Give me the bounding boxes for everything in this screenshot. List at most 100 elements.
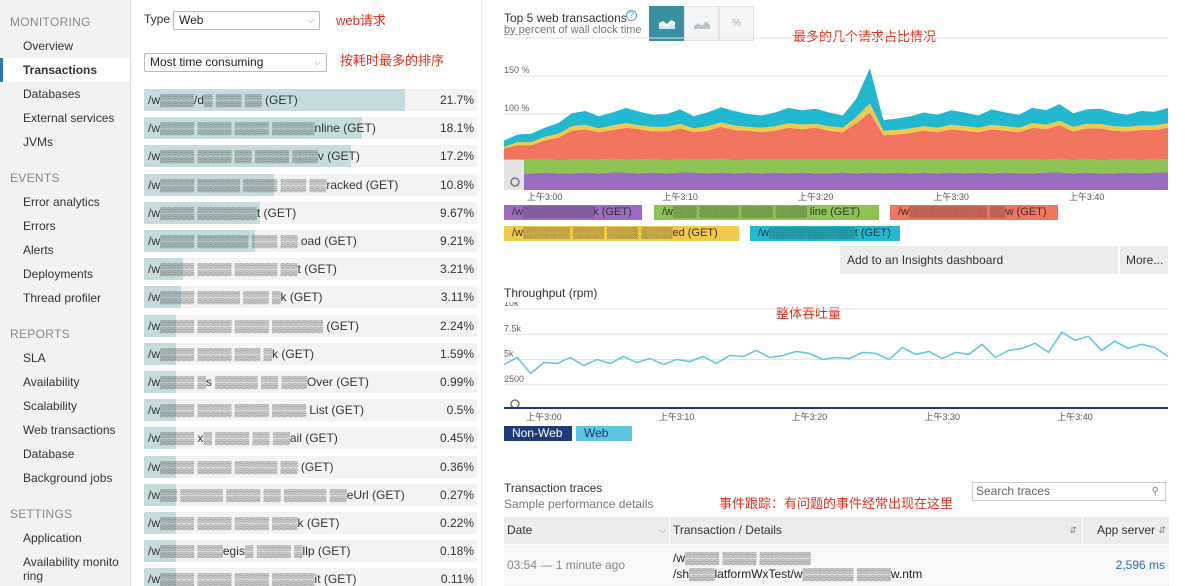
sort-icon: ⇵ [1158,525,1166,535]
transaction-row[interactable]: /w▒▒▒▒ ▒▒▒▒ ▒▒ ▒▒▒▒ ▒▒▒v (GET) 17.2% [144,145,477,168]
sidebar-item-background-jobs[interactable]: Background jobs [23,471,113,485]
legend-item-web[interactable]: Web [576,426,632,441]
sidebar-item-transactions[interactable]: Transactions [0,58,130,82]
date-header-label: Date [507,523,533,537]
more-button[interactable]: More... [1120,246,1168,274]
transaction-row[interactable]: /w▒▒▒▒ ▒▒▒▒▒▒▒t (GET) 9.67% [144,201,477,224]
transaction-name: /w▒▒▒▒ ▒▒▒▒▒▒▒t (GET) [148,205,297,220]
transaction-percent: 0.11% [440,572,474,586]
sidebar-item-databases[interactable]: Databases [23,87,81,101]
sidebar-item-alerts[interactable]: Alerts [23,243,54,257]
sidebar-item-jvms[interactable]: JVMs [23,135,53,149]
transaction-percent: 18.1% [439,121,474,136]
sidebar-section-reports: REPORTS [10,327,70,341]
line-series-web [503,331,1169,375]
throughput-chart-title: Throughput (rpm) [504,286,598,300]
chevron-down-icon: ⌵ [659,525,666,535]
transaction-name: /w▒▒▒▒ ▒▒▒▒ ▒▒▒▒ ▒▒▒▒ List (GET) [148,403,365,418]
transaction-row[interactable]: /w▒▒▒▒ x▒ ▒▒▒▒ ▒▒ ▒▒ail (GET) 0.45% [144,427,477,450]
transaction-percent: 9.21% [439,234,474,248]
legend-item[interactable]: /w▒▒▒▒▒▒▒▒▒▒▒t (GET) [750,226,900,241]
legend-item[interactable]: /w▒▒▒ ▒▒▒▒▒ ▒▒▒▒ ▒▒▒▒ line (GET) [654,205,879,220]
transaction-row[interactable]: /w▒▒▒▒ ▒▒▒▒▒▒ ▒▒▒ ▒▒ oad (GET) 9.21% [144,230,477,252]
transaction-row[interactable]: /w▒▒▒▒ ▒▒▒▒ ▒▒▒▒ ▒▒▒▒ List (GET) 0.5% [144,399,477,422]
type-select[interactable]: Web ⌵ [173,11,320,30]
legend-item[interactable]: /w▒▒▒▒▒▒▒▒▒k (GET) [504,205,642,220]
transaction-percent: 0.27% [439,487,474,502]
x-tick-label: 上午3:20 [792,411,828,422]
transaction-percent: 0.36% [439,459,474,474]
sidebar-item-web-transactions[interactable]: Web transactions [23,423,116,437]
transaction-name: /w▒▒▒▒ ▒▒▒▒ ▒▒ ▒▒▒▒ ▒▒▒v (GET) [148,149,360,164]
annotation-traces: 事件跟踪：有问题的事件经常出现在这里 [719,496,954,511]
sidebar-item-database[interactable]: Database [23,447,75,461]
sidebar-section-monitoring: MONITORING [10,15,91,29]
y-tick-label: 150 % [504,65,530,75]
transaction-row[interactable]: /w▒▒▒▒ ▒▒▒▒ ▒▒▒▒▒ ▒▒t (GET) 3.21% [144,258,477,281]
chevron-down-icon: ⌵ [307,15,314,25]
y-tick-label: 100 % [504,103,530,113]
transaction-name: /w▒▒▒▒ ▒▒▒▒ ▒▒▒▒▒ ▒▒t (GET) [148,262,337,277]
y-tick-label: 7.5k [504,323,522,333]
transaction-percent: 17.2% [439,149,474,164]
search-traces-input[interactable]: Search traces ⚲ [972,482,1166,501]
add-to-insights-button[interactable]: Add to an Insights dashboard [840,246,1118,274]
x-tick-label: 上午3:20 [798,191,834,202]
sidebar-item-thread-profiler[interactable]: Thread profiler [23,291,102,305]
x-tick-label: 上午3:10 [662,191,698,202]
sidebar-item-application[interactable]: Application [23,531,82,545]
trace-transaction-name[interactable]: /w▒▒▒▒ ▒▒▒▒ ▒▒▒▒▒▒ [673,551,811,565]
legend-item[interactable]: /w▒▒▒▒▒▒▒▒▒▒ ▒▒w (GET) [890,205,1058,220]
sidebar-item-errors[interactable]: Errors [23,219,56,233]
eye-icon[interactable] [510,177,520,187]
column-header-date[interactable]: Date ⌵ [504,517,669,544]
transaction-row[interactable]: /w▒▒ ▒▒▒▒▒ ▒▒▒▒ ▒▒ ▒▒▒▒▒ ▒▒eUrl (GET) 0.2… [144,483,477,506]
eye-icon[interactable] [510,399,520,409]
sort-select[interactable]: Most time consuming ⌵ [144,53,327,72]
transaction-row[interactable]: /w▒▒▒▒ ▒▒▒▒▒ ▒▒▒ ▒k (GET) 3.11% [144,286,477,309]
sidebar-section-settings: SETTINGS [10,507,73,521]
y-tick-label: 10k [504,302,519,308]
traces-subtitle: Sample performance details [504,497,654,511]
sidebar-item-overview[interactable]: Overview [23,39,74,53]
transaction-row[interactable]: /w▒▒▒▒ ▒▒▒▒ ▒▒▒▒ ▒▒▒▒▒it (GET) 0.11% [144,568,477,586]
sort-select-value: Most time consuming [150,55,264,69]
trace-row[interactable]: 03:54 — 1 minute ago /w▒▒▒▒ ▒▒▒▒ ▒▒▒▒▒▒ … [504,545,1169,586]
transaction-row[interactable]: /w▒▒▒▒ ▒s ▒▒▒▒▒ ▒▒ ▒▒▒Over (GET) 0.99% [144,371,477,393]
x-tick-label: 上午3:40 [1069,191,1105,202]
legend-item[interactable]: /w▒▒▒▒▒▒ ▒▒▒▒ ▒▒▒▒ ▒▒▒▒ed (GET) [504,226,739,241]
transaction-row[interactable]: /w▒▒▒▒/d▒ ▒▒▒ ▒▒ (GET) 21.7% [144,89,477,111]
transaction-percent: 0.5% [446,403,474,418]
transaction-name: /w▒▒▒▒ ▒s ▒▒▒▒▒ ▒▒ ▒▒▒Over (GET) [148,375,369,389]
sidebar-item-error-analytics[interactable]: Error analytics [23,195,100,209]
transaction-name: /w▒▒▒▒ ▒▒▒▒ ▒▒▒▒ ▒▒▒k (GET) [148,516,340,530]
transaction-row[interactable]: /w▒▒▒▒ ▒▒▒▒ ▒▒▒▒ ▒▒▒k (GET) 0.22% [144,512,477,534]
transaction-row[interactable]: /w▒▒▒▒ ▒▒▒▒ ▒▒▒▒ ▒▒▒▒▒▒ (GET) 2.24% [144,314,477,337]
sidebar-section-events: EVENTS [10,171,60,185]
percent-toggle[interactable]: % [719,6,754,41]
sidebar-item-scalability[interactable]: Scalability [23,399,78,413]
transaction-row[interactable]: /w▒▒▒▒ ▒▒▒▒ ▒▒▒▒▒ ▒▒ (GET) 0.36% [144,455,477,478]
transaction-name: /w▒▒▒▒/d▒ ▒▒▒ ▒▒ (GET) [148,93,298,107]
sidebar-item-availability[interactable]: Availability [23,375,80,389]
legend-item-non-web[interactable]: Non-Web [504,426,572,441]
sidebar-item-availability-monito-ring[interactable]: Availability monito ring [23,555,119,583]
trace-transaction-path: /sh▒▒▒latformWxTest/w▒▒▒▒▒▒ ▒▒▒▒w.ntm [673,567,923,581]
time-share-bar [144,314,176,337]
sidebar-item-external-services[interactable]: External services [23,111,115,125]
sidebar-item-deployments[interactable]: Deployments [23,267,94,281]
transaction-row[interactable]: /w▒▒▒▒ ▒▒▒▒ ▒▒▒▒ ▒▒▒▒▒nline (GET) 18.1% [144,117,477,140]
sidebar-item-sla[interactable]: SLA [23,351,46,365]
time-share-bar [144,117,362,140]
transaction-percent: 9.67% [439,205,474,220]
transaction-row[interactable]: /w▒▒▒▒ ▒▒▒▒ ▒▒▒ ▒k (GET) 1.59% [144,342,477,365]
column-header-transaction[interactable]: Transaction / Details ⇵ [670,517,1082,544]
help-icon[interactable]: ? [626,10,637,21]
stacked-area-toggle[interactable] [649,6,684,41]
transaction-row[interactable]: /w▒▒▒▒ ▒▒▒egis▒ ▒▒▒▒ ▒llp (GET) 0.18% [144,540,477,563]
transaction-row[interactable]: /w▒▒▒▒ ▒▒▒▒▒ ▒▒▒▒ ▒▒▒ ▒▒racked (GET) 10.8… [144,173,477,196]
search-icon: ⚲ [1151,486,1159,497]
annotation-top-requests-share: 最多的几个请求占比情况 [793,29,937,44]
column-header-app-server[interactable]: App server ⇵ [1083,517,1169,544]
area-toggle[interactable] [684,6,719,41]
